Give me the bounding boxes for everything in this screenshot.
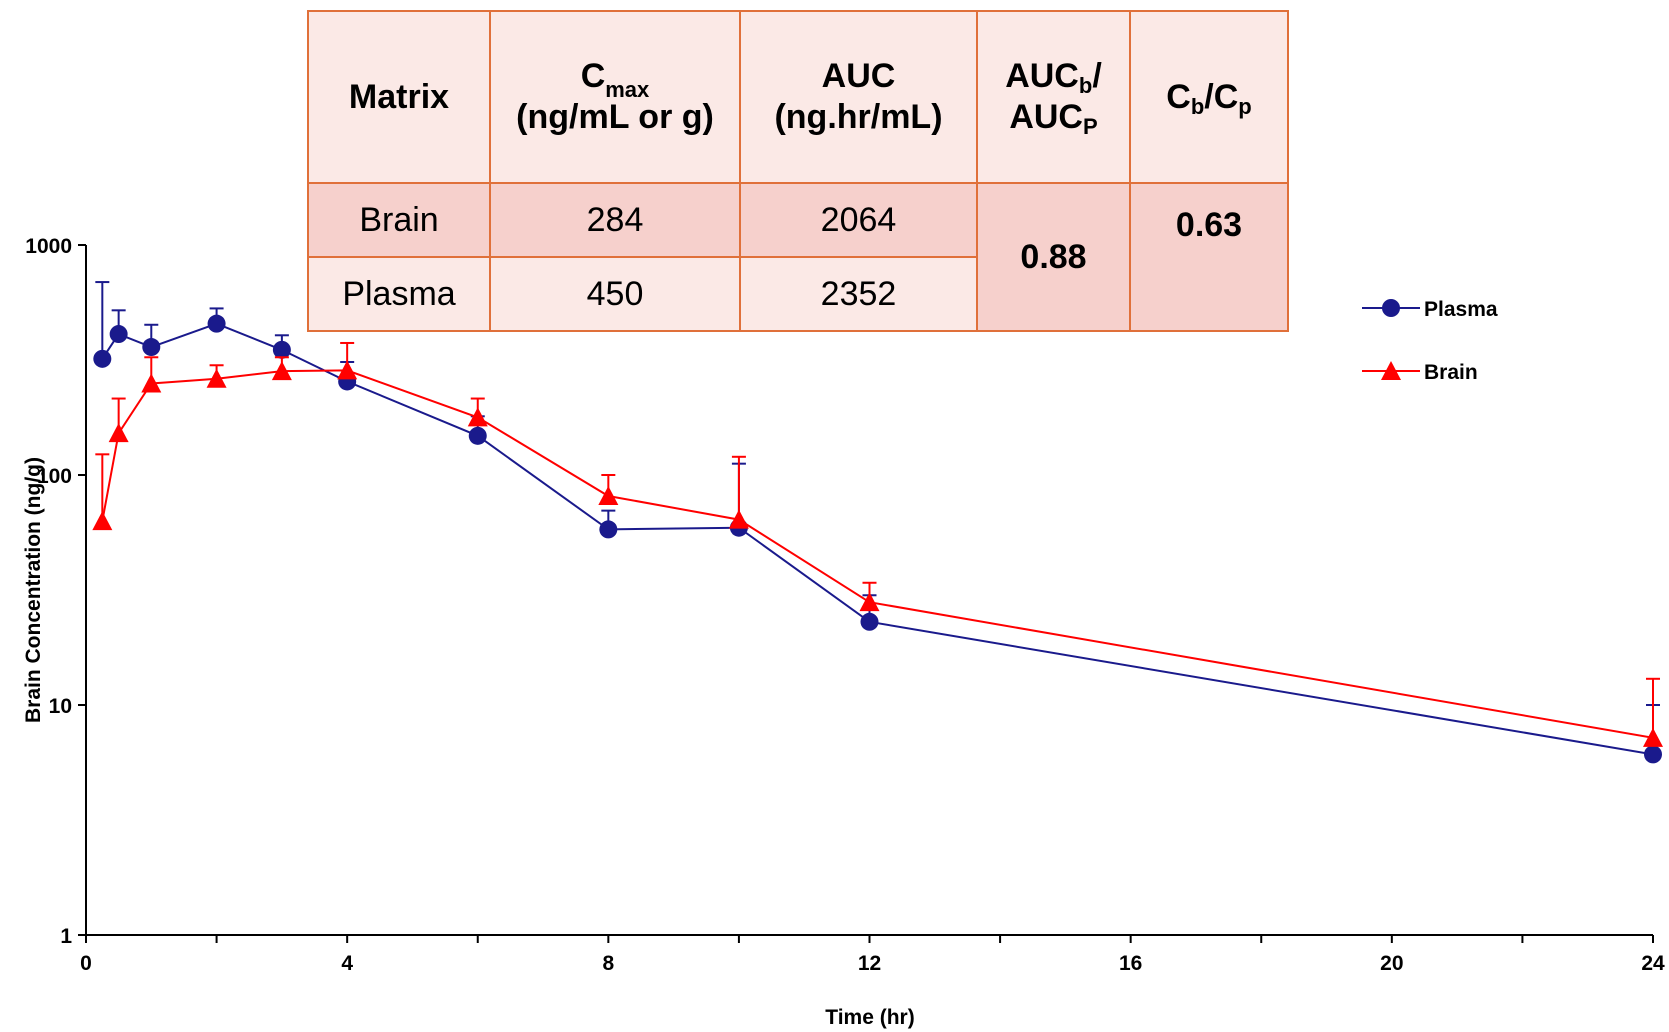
pk-summary-table: Matrix Cmax (ng/mL or g) AUC (ng.hr/mL) … (307, 10, 1289, 332)
x-tick-label: 12 (858, 952, 881, 975)
brain-point (337, 360, 358, 380)
y-tick-label: 10 (49, 695, 72, 718)
legend-item-brain: Brain (1362, 361, 1478, 384)
x-tick-label: 0 (80, 952, 92, 975)
plasma-point (142, 338, 161, 357)
plasma-point (599, 520, 618, 539)
header-aucb-sub: b (1078, 73, 1093, 99)
y-tick-label: 100 (37, 465, 72, 488)
header-cmax: Cmax (ng/mL or g) (489, 10, 741, 184)
cell-cmax: 450 (489, 256, 741, 332)
brain-point (108, 423, 129, 443)
x-axis-title: Time (hr) (825, 1006, 914, 1029)
header-cmax-main: C (580, 57, 606, 96)
header-auc-ratio: AUCb/ AUCP (976, 10, 1131, 184)
table-row: Brain 284 2064 0.88 0.63 (307, 182, 1289, 332)
legend-plasma-marker (1382, 299, 1400, 317)
x-tick-label: 8 (602, 952, 614, 975)
brain-point (141, 373, 162, 393)
table-header-row: Matrix Cmax (ng/mL or g) AUC (ng.hr/mL) … (307, 10, 1289, 184)
header-cb-sub: b (1190, 93, 1205, 119)
header-auc-units: (ng.hr/mL) (774, 98, 943, 136)
brain-point (728, 509, 749, 529)
brain-line (101, 369, 1654, 739)
plasma-point (468, 426, 487, 445)
header-aucb-main: AUC (1005, 57, 1079, 96)
legend-brain-marker (1381, 361, 1401, 380)
plasma-point (1644, 745, 1662, 764)
cell-matrix: Plasma (307, 256, 491, 332)
plasma-point (207, 314, 226, 333)
plasma-point (93, 349, 112, 368)
brain-point (206, 368, 227, 388)
brain-point (1643, 727, 1663, 747)
legend: Plasma Brain (1362, 298, 1498, 384)
plasma-point (109, 325, 128, 344)
y-axis-ticks: 1 10 100 1000 (25, 235, 86, 948)
table-row: Plasma 450 2352 (307, 256, 1288, 332)
header-cb-main: C (1166, 77, 1191, 116)
series-plasma (93, 281, 1662, 764)
header-aucb-slash: / (1092, 57, 1102, 96)
header-c-ratio: Cb/Cp (1129, 10, 1289, 184)
brain-point (598, 486, 619, 506)
plasma-point (860, 612, 879, 631)
cell-c-ratio: 0.63 (1129, 182, 1289, 332)
y-axis-title: Brain Concentration (ng/g) (22, 457, 45, 723)
series-brain (92, 341, 1663, 747)
cell-auc: 2352 (739, 256, 978, 332)
cell-cmax: 284 (489, 182, 741, 258)
plasma-point (272, 340, 291, 359)
cell-auc-ratio: 0.88 (976, 182, 1131, 332)
brain-point (467, 407, 488, 427)
header-cmax-units: (ng/mL or g) (516, 98, 714, 136)
y-tick-label: 1000 (25, 235, 72, 258)
header-aucp-sub: P (1082, 114, 1098, 139)
x-tick-label: 24 (1641, 952, 1665, 975)
brain-point (271, 361, 292, 381)
legend-brain-label: Brain (1424, 361, 1478, 384)
x-tick-label: 16 (1119, 952, 1142, 975)
header-cp-main: C (1213, 77, 1239, 116)
header-auc-label: AUC (821, 57, 896, 96)
header-cmax-sub: max (605, 77, 650, 103)
series-layer (92, 281, 1663, 764)
cell-matrix: Brain (307, 182, 491, 258)
brain-point (859, 592, 880, 612)
cell-auc: 2064 (739, 182, 978, 258)
header-auc: AUC (ng.hr/mL) (739, 10, 978, 184)
legend-plasma-label: Plasma (1424, 298, 1498, 321)
header-matrix: Matrix (307, 10, 491, 184)
x-tick-label: 20 (1380, 952, 1403, 975)
x-axis-ticks: 0 4 8 12 16 20 24 (80, 935, 1665, 975)
x-tick-label: 4 (341, 952, 353, 975)
header-cp-sub: p (1238, 93, 1252, 119)
plasma-line (101, 322, 1654, 756)
header-aucp-main: AUC (1009, 98, 1083, 136)
header-cb-slash: / (1204, 77, 1214, 116)
y-tick-label: 1 (60, 925, 72, 948)
brain-point (92, 511, 113, 531)
legend-item-plasma: Plasma (1362, 298, 1498, 321)
